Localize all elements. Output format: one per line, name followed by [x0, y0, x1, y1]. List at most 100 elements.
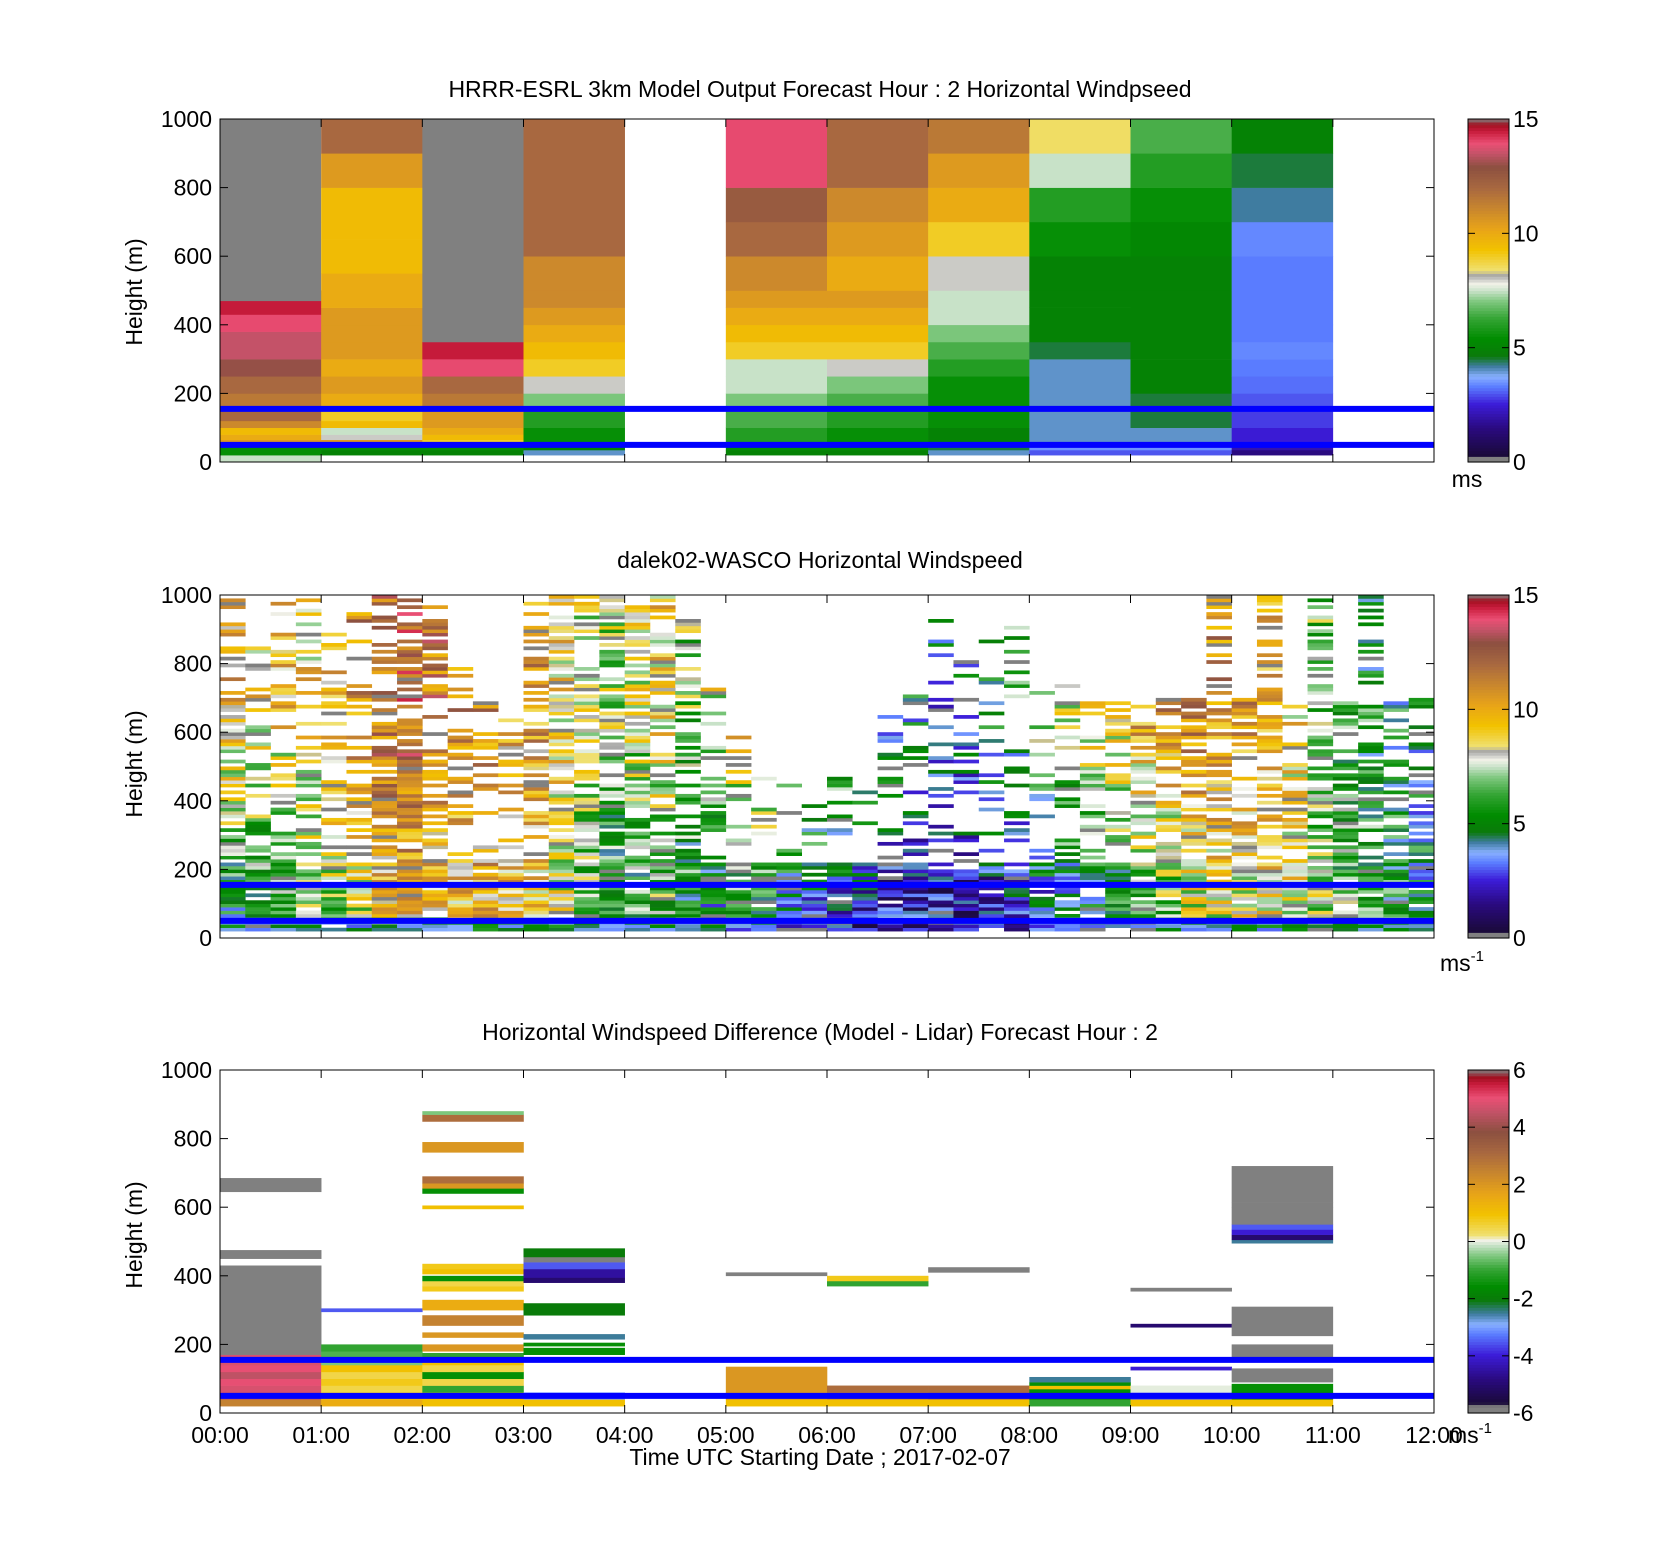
heatmap-cell [346, 639, 373, 644]
colorbar-swatch [1468, 413, 1509, 417]
heatmap-cell [725, 900, 752, 904]
heatmap-cell [220, 697, 246, 702]
heatmap-cell [599, 697, 625, 702]
heatmap-cell [953, 900, 980, 904]
heatmap-cell [928, 869, 954, 874]
heatmap-cell [523, 410, 625, 428]
heatmap-cell [1332, 889, 1359, 894]
heatmap-cell [1358, 773, 1384, 778]
heatmap-cell [1004, 876, 1030, 880]
heatmap-cell [346, 787, 373, 791]
colorbar-swatch [1468, 1301, 1509, 1305]
heatmap-cell [523, 656, 550, 661]
heatmap-cell [599, 773, 625, 778]
heatmap-cell [1231, 376, 1334, 394]
heatmap-cell [548, 704, 575, 709]
heatmap-cell [1054, 913, 1081, 918]
heatmap-cell [1408, 900, 1435, 904]
heatmap-cell [1332, 886, 1359, 891]
heatmap-cell [827, 119, 929, 188]
heatmap-cell [599, 725, 625, 730]
colorbar-swatch [1468, 1275, 1509, 1280]
heatmap-cell [725, 927, 752, 932]
heatmap-cell [371, 838, 398, 843]
heatmap-cell [953, 927, 980, 932]
heatmap-cell [548, 924, 575, 929]
heatmap-cell [1358, 797, 1384, 802]
heatmap-cell [599, 663, 625, 668]
heatmap-cell [220, 646, 246, 651]
heatmap-cell [574, 913, 600, 918]
heatmap-cell [270, 756, 297, 760]
heatmap-cell [1408, 732, 1435, 736]
heatmap-cell [1307, 907, 1334, 911]
heatmap-cell [675, 865, 701, 870]
heatmap-cell [1155, 793, 1182, 798]
heatmap-cell [346, 862, 373, 867]
heatmap-cell [523, 903, 550, 908]
heatmap-cell [1130, 879, 1157, 884]
heatmap-cell [827, 221, 929, 257]
heatmap-cell [523, 900, 550, 904]
heatmap-cell [220, 1265, 322, 1355]
heatmap-cell [827, 324, 929, 343]
colorbar-swatch [1468, 732, 1509, 736]
heatmap-cell [599, 865, 625, 870]
heatmap-cell [675, 763, 701, 767]
colorbar-swatch [1468, 213, 1509, 217]
heatmap-cell [472, 879, 499, 884]
heatmap-cell [978, 872, 1005, 877]
heatmap-cell [1004, 879, 1030, 884]
heatmap-cell [953, 673, 980, 678]
heatmap-cell [574, 605, 600, 610]
colorbar-swatch [1468, 1210, 1509, 1214]
heatmap-cell [1383, 841, 1410, 846]
heatmap-cell [321, 780, 347, 784]
heatmap-cell [245, 687, 271, 692]
panel-3-xlabel: Time UTC Starting Date ; 2017-02-07 [629, 1444, 1010, 1470]
heatmap-cell [599, 824, 625, 829]
heatmap-cell [270, 783, 297, 788]
colorbar-swatch [1468, 903, 1509, 908]
heatmap-cell [422, 670, 448, 675]
heatmap-cell [321, 1399, 423, 1407]
heatmap-cell [599, 821, 625, 826]
heatmap-cell [523, 735, 550, 740]
colorbar-swatch [1468, 179, 1509, 183]
heatmap-cell [852, 821, 878, 826]
heatmap-cell [599, 735, 625, 740]
heatmap-cell [422, 684, 448, 688]
colorbar-swatch [1468, 723, 1509, 728]
heatmap-cell [675, 797, 701, 802]
heatmap-cell [1358, 896, 1384, 901]
heatmap-cell [675, 900, 701, 904]
heatmap-cell [574, 817, 600, 822]
heatmap-cell [1383, 872, 1410, 877]
heatmap-cell [447, 811, 474, 815]
heatmap-cell [599, 759, 625, 764]
heatmap-cell [1181, 924, 1207, 929]
heatmap-cell [1358, 900, 1384, 904]
heatmap-cell [548, 639, 575, 644]
heatmap-cell [270, 903, 297, 908]
colorbar-swatch [1468, 1364, 1509, 1368]
heatmap-cell [928, 639, 954, 644]
heatmap-cell [220, 783, 246, 788]
heatmap-cell [295, 828, 322, 832]
heatmap-cell [1105, 828, 1131, 832]
heatmap-cell [1079, 862, 1106, 867]
heatmap-cell [751, 907, 777, 911]
heatmap-cell [346, 735, 373, 740]
heatmap-cell [675, 793, 701, 798]
heatmap-cell [1332, 910, 1359, 915]
heatmap-cell [346, 835, 373, 839]
heatmap-cell [1079, 907, 1106, 911]
heatmap-cell [1004, 907, 1030, 911]
heatmap-cell [599, 687, 625, 692]
heatmap-cell [827, 780, 853, 784]
heatmap-cell [548, 636, 575, 640]
heatmap-cell [397, 763, 423, 767]
heatmap-cell [953, 790, 980, 795]
colorbar-swatch [1468, 1307, 1509, 1311]
heatmap-cell [371, 776, 398, 781]
